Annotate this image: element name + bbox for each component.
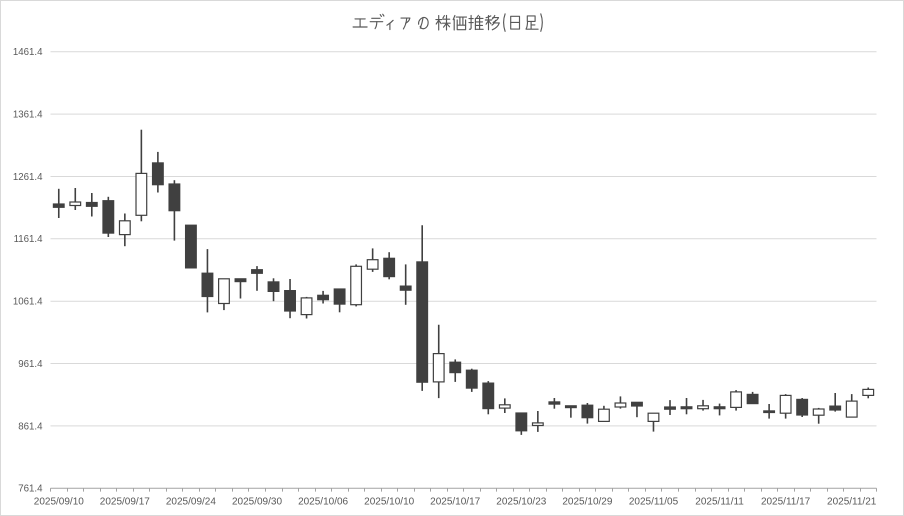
svg-text:2025/09/10: 2025/09/10: [34, 497, 84, 508]
svg-text:1361.4: 1361.4: [13, 110, 43, 121]
svg-text:1161.4: 1161.4: [14, 234, 44, 245]
svg-text:1461.4: 1461.4: [13, 47, 43, 58]
svg-text:2025/10/23: 2025/10/23: [496, 497, 546, 508]
svg-text:2025/09/30: 2025/09/30: [232, 497, 282, 508]
svg-text:2025/11/05: 2025/11/05: [629, 497, 679, 508]
svg-text:2025/11/11: 2025/11/11: [695, 497, 744, 508]
svg-text:2025/10/29: 2025/10/29: [562, 497, 612, 508]
svg-text:961.4: 961.4: [18, 359, 43, 370]
svg-text:761.4: 761.4: [18, 484, 43, 495]
svg-text:1061.4: 1061.4: [13, 297, 43, 308]
svg-text:861.4: 861.4: [18, 421, 43, 432]
svg-text:1261.4: 1261.4: [13, 172, 43, 183]
svg-text:2025/10/06: 2025/10/06: [298, 497, 348, 508]
svg-text:2025/09/24: 2025/09/24: [166, 497, 216, 508]
svg-text:2025/11/21: 2025/11/21: [827, 497, 877, 508]
svg-text:2025/11/17: 2025/11/17: [761, 497, 811, 508]
svg-text:2025/09/17: 2025/09/17: [100, 497, 150, 508]
svg-text:2025/10/10: 2025/10/10: [364, 497, 414, 508]
svg-text:2025/10/17: 2025/10/17: [430, 497, 480, 508]
